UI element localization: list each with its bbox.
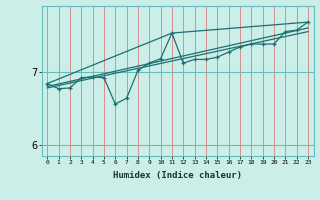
X-axis label: Humidex (Indice chaleur): Humidex (Indice chaleur): [113, 171, 242, 180]
